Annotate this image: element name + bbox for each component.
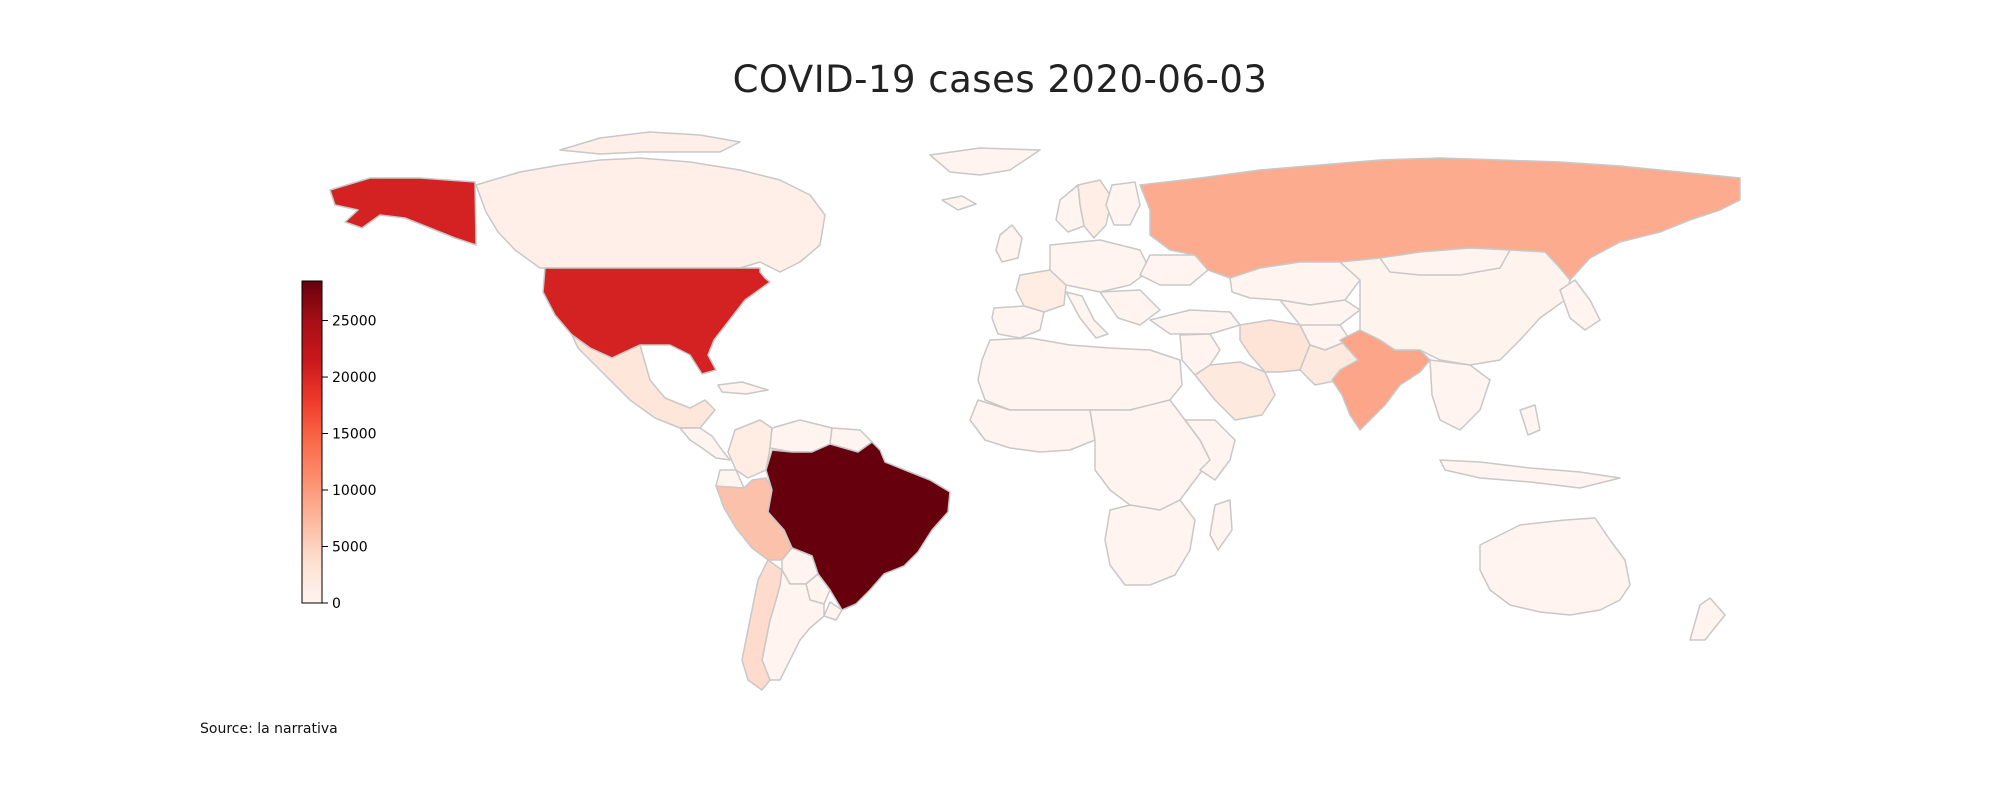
- country-ukraine: [1139, 254, 1209, 286]
- country-iran: [1239, 319, 1311, 373]
- country-southeast-asia: [1429, 359, 1491, 431]
- colorbar-gradient: [301, 280, 323, 604]
- country-balkans: [1099, 289, 1161, 326]
- country-southern-africa: [1104, 499, 1196, 586]
- country-greenland: [929, 147, 1041, 176]
- country-canada: [475, 131, 826, 273]
- country-mongolia: [1379, 247, 1511, 276]
- country-indonesia: [1439, 459, 1621, 489]
- country-uruguay: [823, 601, 843, 621]
- country-philippines: [1519, 404, 1541, 436]
- colorbar-tick-label: 0: [332, 596, 341, 610]
- country-finland: [1105, 181, 1141, 226]
- country-turkey: [1149, 309, 1241, 335]
- country-east-africa: [1184, 419, 1236, 481]
- country-korea-japan: [1559, 279, 1601, 331]
- country-north-africa: [977, 337, 1183, 411]
- country-norway: [1055, 184, 1085, 233]
- colorbar-tick-label: 15000: [332, 427, 377, 443]
- country-central-america: [679, 427, 731, 461]
- colorbar: 0 5000 10000 15000 20000 25000: [301, 280, 377, 610]
- country-mexico: [571, 334, 716, 429]
- country-cuba: [717, 381, 769, 395]
- colorbar-tick-label: 10000: [332, 483, 377, 499]
- country-russia: [1139, 157, 1741, 281]
- country-central-africa: [1089, 399, 1211, 511]
- colorbar-tick-label: 20000: [332, 370, 377, 386]
- country-united-states: [542, 267, 771, 375]
- country-west-africa: [969, 399, 1096, 453]
- country-saudi-arabia: [1194, 361, 1276, 421]
- country-madagascar: [1209, 499, 1233, 551]
- country-spain: [991, 305, 1045, 339]
- country-new-zealand: [1689, 597, 1726, 641]
- source-note: Source: la narrativa: [200, 721, 338, 737]
- country-alaska: [329, 177, 477, 246]
- colorbar-tick-label: 5000: [332, 540, 368, 556]
- country-central-europe: [1049, 239, 1151, 293]
- countries-layer: [329, 131, 1741, 691]
- country-uk: [995, 224, 1023, 263]
- country-chile: [741, 559, 783, 691]
- colorbar-tick-label: 25000: [332, 314, 377, 330]
- map-title: COVID-19 cases 2020-06-03: [732, 58, 1268, 101]
- country-italy: [1065, 291, 1109, 339]
- country-australia: [1479, 517, 1631, 616]
- country-iceland: [941, 195, 977, 211]
- colorbar-ticks: 0 5000 10000 15000 20000 25000: [322, 314, 377, 610]
